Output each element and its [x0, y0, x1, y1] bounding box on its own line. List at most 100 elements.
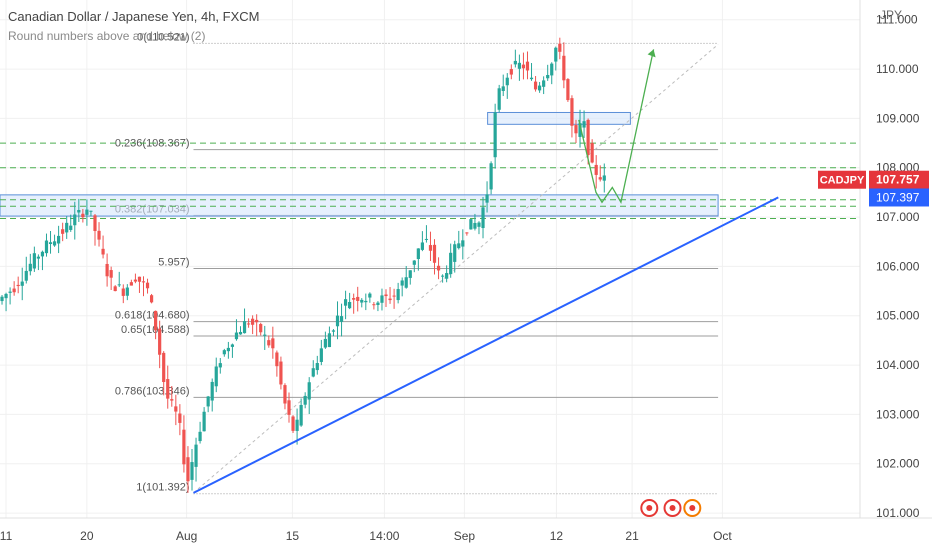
indicator-label: Round numbers above and below (2)	[8, 29, 206, 43]
price-tick-label: 106.000	[876, 259, 920, 273]
candle-body	[440, 275, 445, 277]
candle-body	[109, 270, 113, 278]
time-tick-label: 21	[625, 529, 639, 543]
price-tick-label: 107.000	[876, 210, 920, 224]
price-tick-label: 102.000	[876, 457, 920, 471]
projection-path	[578, 49, 655, 205]
candle-body	[121, 288, 125, 296]
candle-body	[497, 88, 501, 110]
candle-body	[356, 296, 360, 301]
candle-body	[48, 242, 53, 245]
candle-body	[186, 457, 190, 482]
candle-body	[416, 248, 420, 260]
candle-body	[246, 323, 251, 325]
candle-body	[311, 368, 315, 377]
candle-body	[521, 64, 526, 69]
candle-body	[372, 304, 376, 306]
fib-level-label: 0.236(108.367)	[115, 138, 190, 150]
projection-arrowhead	[647, 49, 656, 58]
candle-body	[546, 74, 550, 79]
candle-body	[392, 295, 396, 297]
candle-body	[20, 281, 24, 286]
candle-body	[335, 315, 340, 327]
current-price-label: 107.757	[876, 173, 920, 187]
price-tick-label: 111.000	[876, 13, 918, 27]
candle-body	[594, 164, 598, 175]
time-tick-label: Aug	[176, 529, 197, 543]
candle-body	[222, 350, 226, 355]
candle-body	[0, 296, 4, 302]
candle-body	[295, 419, 299, 431]
candles-group	[0, 37, 606, 493]
candle-body	[533, 81, 538, 90]
candle-body	[77, 209, 81, 213]
candle-body	[287, 400, 291, 415]
candle-body	[57, 235, 61, 244]
candle-body	[550, 63, 554, 76]
candle-body	[396, 289, 400, 301]
candle-body	[218, 363, 222, 368]
candle-body	[105, 263, 109, 277]
price-tick-label: 109.000	[876, 111, 920, 125]
candle-body	[198, 431, 202, 442]
candle-body	[238, 331, 243, 335]
candle-body	[271, 338, 275, 349]
candle-body	[538, 85, 542, 91]
candle-body	[202, 411, 206, 432]
candle-body	[481, 207, 485, 229]
candle-body	[24, 270, 28, 281]
candle-body	[214, 366, 218, 387]
candle-body	[598, 177, 602, 180]
time-tick-label: Oct	[713, 529, 732, 543]
candle-body	[400, 280, 404, 286]
resistance-zone	[487, 111, 631, 125]
candle-body	[194, 444, 198, 467]
candle-body	[259, 324, 263, 333]
candle-body	[182, 429, 186, 465]
currency-label: JPY	[880, 8, 902, 22]
candle-body	[376, 302, 380, 305]
candle-body	[554, 47, 558, 62]
candle-body	[505, 77, 509, 86]
candle-body	[360, 299, 364, 303]
candle-body	[364, 300, 368, 303]
candle-body	[234, 332, 239, 340]
candle-body	[348, 301, 352, 309]
candle-body	[473, 222, 477, 229]
fib-level-label: 0(110.521)	[137, 31, 189, 43]
candle-body	[384, 294, 388, 297]
candle-body	[28, 263, 32, 272]
candle-body	[97, 230, 101, 240]
candle-body	[141, 281, 146, 283]
candle-body	[578, 123, 582, 137]
candle-body	[461, 240, 465, 247]
chart-title: Canadian Dollar / Japanese Yen, 4h, FXCM	[8, 9, 260, 24]
symbol-badge-label: CADJPY	[820, 175, 865, 187]
candle-body	[453, 244, 457, 262]
candle-body	[113, 286, 117, 292]
candle-body	[307, 382, 311, 400]
candle-body	[428, 245, 433, 251]
candle-body	[137, 276, 142, 282]
candle-body	[69, 225, 73, 230]
candle-body	[343, 299, 348, 306]
candle-body	[279, 361, 283, 385]
event-dot-icon	[669, 505, 676, 511]
candle-body	[380, 295, 384, 303]
candle-body	[178, 413, 182, 423]
price-tick-label: 103.000	[876, 407, 920, 421]
ascending-trendline	[193, 196, 779, 494]
time-tick-label: 14:00	[369, 529, 399, 543]
candle-body	[323, 338, 327, 348]
price-tick-label: 104.000	[876, 358, 920, 372]
candle-body	[283, 385, 287, 404]
fib-level-label: 1(101.392)	[136, 482, 189, 494]
candle-body	[117, 284, 121, 286]
candle-body	[412, 260, 416, 265]
candle-body	[44, 240, 49, 254]
candle-body	[319, 348, 323, 362]
time-tick-label: 12	[550, 529, 564, 543]
candle-body	[339, 316, 344, 322]
